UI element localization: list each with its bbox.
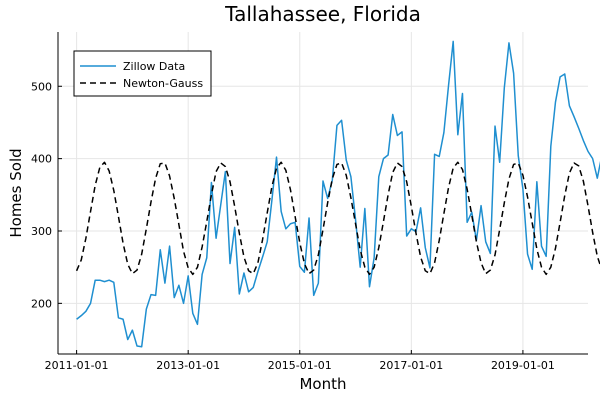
x-axis-label: Month: [299, 375, 346, 393]
chart-title: Tallahassee, Florida: [224, 2, 421, 26]
tick-labels: 2011-01-01 2013-01-01 2015-01-01 2017-01-01…: [31, 80, 555, 372]
series-line-newton-gauss: [75, 161, 600, 276]
y-tick-label: 500: [31, 80, 52, 93]
legend-label-newton-gauss: Newton-Gauss: [123, 77, 203, 90]
y-tick-label: 400: [31, 153, 52, 166]
y-axis-label: Homes Sold: [7, 148, 25, 237]
series-line-zillow: [76, 40, 600, 348]
series-layer: [75, 40, 600, 348]
legend-box: [73, 50, 212, 97]
axes: [57, 32, 588, 355]
x-tick-label: 2019-01-01: [491, 359, 555, 372]
legend: Zillow Data Newton-Gauss: [73, 50, 212, 97]
x-tick-label: 2015-01-01: [268, 359, 332, 372]
x-tick-label: 2017-01-01: [379, 359, 443, 372]
legend-label-zillow: Zillow Data: [123, 60, 185, 73]
x-tick-label: 2011-01-01: [45, 359, 109, 372]
x-tick-label: 2013-01-01: [156, 359, 220, 372]
y-tick-label: 200: [31, 297, 52, 310]
y-tick-label: 300: [31, 225, 52, 238]
